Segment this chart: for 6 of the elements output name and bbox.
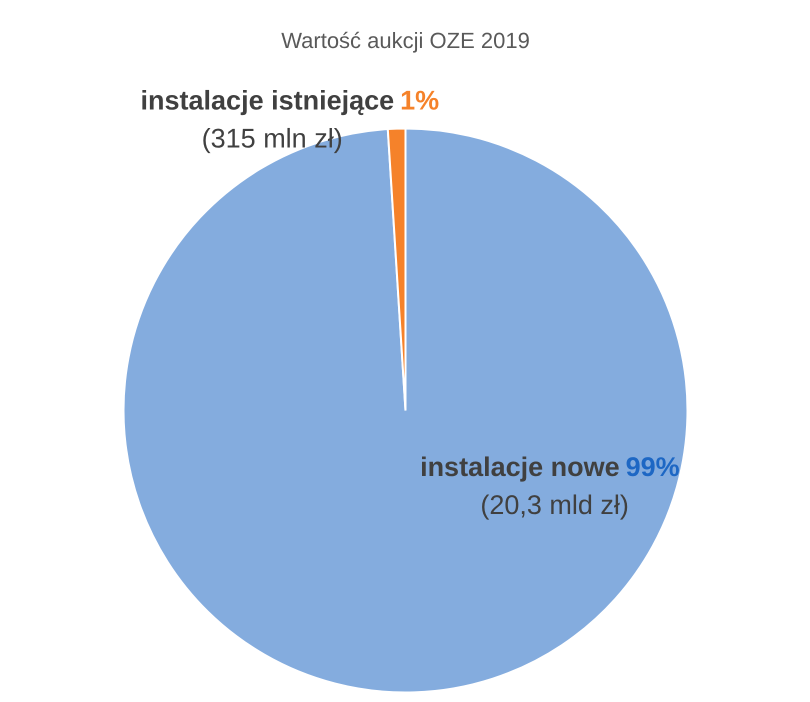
data-label: 99% [626,452,680,482]
chart-title: Wartość aukcji OZE 2019 [281,28,530,53]
data-label: 1% [400,85,440,116]
slice-label: instalacje istniejące [140,85,394,116]
slice-label: instalacje nowe [420,452,620,482]
text: (20,3 mld zł) [480,490,629,520]
